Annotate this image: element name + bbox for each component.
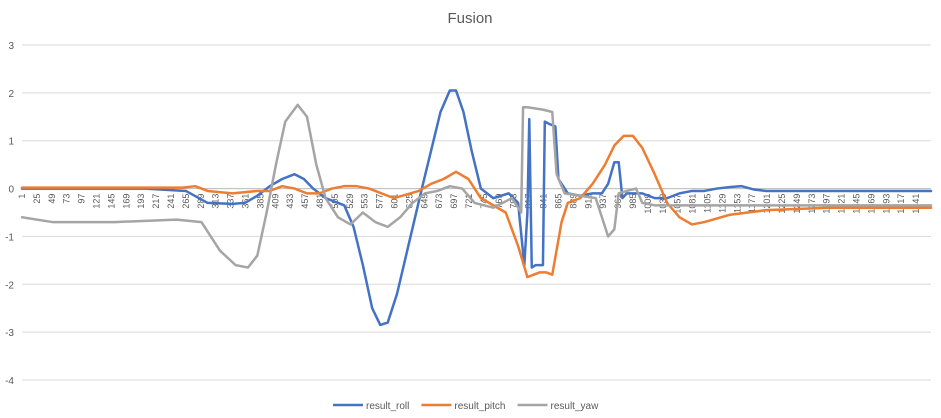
x-tick-label: 1177	[747, 194, 757, 213]
legend-label: result_roll	[366, 401, 409, 412]
x-tick-label: 481	[315, 194, 325, 209]
series-line-result-roll	[20, 89, 933, 327]
x-tick-label: 1153	[732, 194, 742, 213]
series-line-result-yaw	[20, 103, 933, 269]
y-tick-label: 0	[8, 185, 14, 196]
x-tick-label: 1105	[702, 194, 712, 213]
x-tick-label: 1249	[792, 194, 802, 214]
chart-title: Fusion	[447, 10, 492, 27]
x-tick-label: 1345	[851, 194, 861, 214]
x-tick-label: 385	[255, 194, 265, 209]
series-layer	[20, 89, 933, 327]
x-tick-label: 985	[628, 194, 638, 209]
x-tick-label: 673	[434, 194, 444, 209]
x-tick-label: 241	[166, 194, 176, 209]
x-tick-label: 1225	[777, 194, 787, 214]
x-tick-label: 433	[285, 194, 295, 209]
x-tick-label: 1081	[688, 194, 698, 214]
x-tick-label: 1369	[866, 194, 876, 214]
x-axis-tick-labels: 1 25 49 73 97 121 145 169 193 217 241 265 289 313 337 3…	[17, 194, 921, 214]
x-tick-label: 697	[449, 194, 459, 209]
x-tick-label: 217	[151, 194, 161, 209]
x-tick-label: 49	[47, 194, 57, 204]
x-tick-label: 1417	[896, 194, 906, 214]
x-tick-label: 1393	[881, 194, 891, 214]
x-tick-label: 1297	[822, 194, 832, 214]
legend: result_roll result_pitch result_yaw	[333, 401, 599, 412]
x-tick-label: 457	[300, 194, 310, 209]
y-tick-label: -1	[5, 232, 14, 243]
x-tick-label: 625	[404, 194, 414, 209]
x-tick-label: 529	[345, 194, 355, 209]
x-tick-label: 865	[553, 194, 563, 209]
x-tick-label: 1	[17, 194, 27, 199]
x-tick-label: 289	[196, 194, 206, 209]
x-tick-label: 1033	[658, 194, 668, 214]
x-tick-label: 169	[121, 194, 131, 209]
x-tick-label: 1201	[762, 194, 772, 214]
series-line-result-pitch	[20, 134, 933, 279]
y-tick-label: 2	[8, 89, 14, 100]
x-tick-label: 337	[226, 194, 236, 209]
x-tick-label: 913	[583, 194, 593, 209]
legend-label: result_pitch	[454, 401, 505, 412]
x-tick-label: 97	[77, 194, 87, 204]
x-tick-label: 361	[241, 194, 251, 209]
x-tick-label: 409	[270, 194, 280, 209]
y-tick-label: -4	[5, 376, 14, 387]
x-tick-label: 313	[211, 194, 221, 209]
x-tick-label: 265	[181, 194, 191, 209]
legend-label: result_yaw	[551, 401, 600, 412]
x-tick-label: 1273	[807, 194, 817, 214]
y-tick-label: 1	[8, 137, 14, 148]
x-tick-label: 1129	[717, 194, 727, 213]
y-axis-tick-labels: 3 2 1 0 -1 -2 -3 -4	[5, 41, 14, 387]
x-tick-label: 145	[106, 194, 116, 209]
y-tick-label: -2	[5, 280, 14, 291]
x-tick-label: 1441	[911, 194, 921, 214]
y-tick-label: -3	[5, 328, 14, 339]
x-tick-label: 73	[62, 194, 72, 204]
x-tick-label: 121	[92, 194, 102, 209]
x-tick-label: 1057	[673, 194, 683, 214]
y-tick-label: 3	[8, 41, 14, 52]
x-tick-label: 193	[136, 194, 146, 209]
x-tick-label: 553	[360, 194, 370, 209]
x-tick-label: 601	[390, 194, 400, 209]
x-tick-label: 25	[32, 194, 42, 204]
x-tick-label: 1321	[837, 194, 847, 214]
x-tick-label: 577	[375, 194, 385, 209]
x-tick-label: 769	[494, 194, 504, 209]
x-tick-label: 649	[419, 194, 429, 209]
x-tick-label: 937	[598, 194, 608, 209]
x-tick-label: 721	[464, 194, 474, 209]
